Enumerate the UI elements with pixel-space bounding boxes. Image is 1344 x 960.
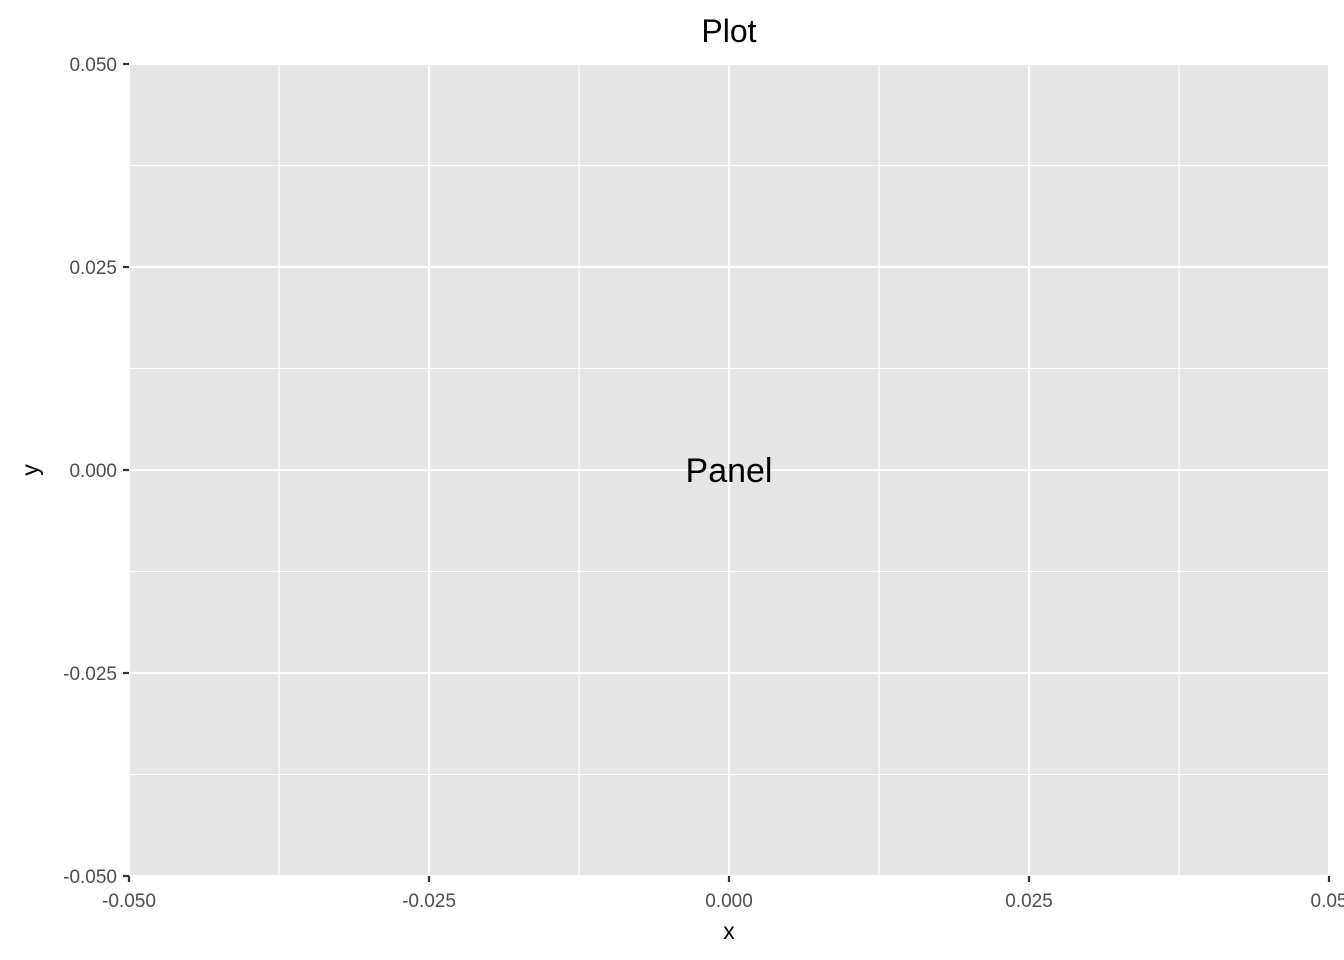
x-tick-label: 0.000 — [705, 891, 753, 912]
x-axis-title: x — [723, 918, 735, 944]
plot-title: Plot — [701, 13, 756, 49]
y-tick-label: 0.025 — [69, 258, 117, 279]
x-tick-label: 0.05 — [1311, 891, 1344, 912]
y-axis: -0.050 -0.025 0.000 0.025 0.050 — [63, 55, 129, 888]
y-tick-label: 0.050 — [69, 55, 117, 76]
panel-annotation: Panel — [686, 452, 773, 490]
x-tick-label: -0.050 — [102, 891, 156, 912]
x-tick-label: 0.025 — [1005, 891, 1053, 912]
x-tick-label: -0.025 — [402, 891, 456, 912]
y-axis-title: y — [17, 464, 43, 476]
x-axis: -0.050 -0.025 0.000 0.025 0.05 — [102, 876, 1344, 912]
annotations: Panel — [686, 452, 773, 490]
y-tick-label: -0.050 — [63, 867, 117, 888]
y-tick-label: 0.000 — [69, 461, 117, 482]
y-tick-label: -0.025 — [63, 664, 117, 685]
